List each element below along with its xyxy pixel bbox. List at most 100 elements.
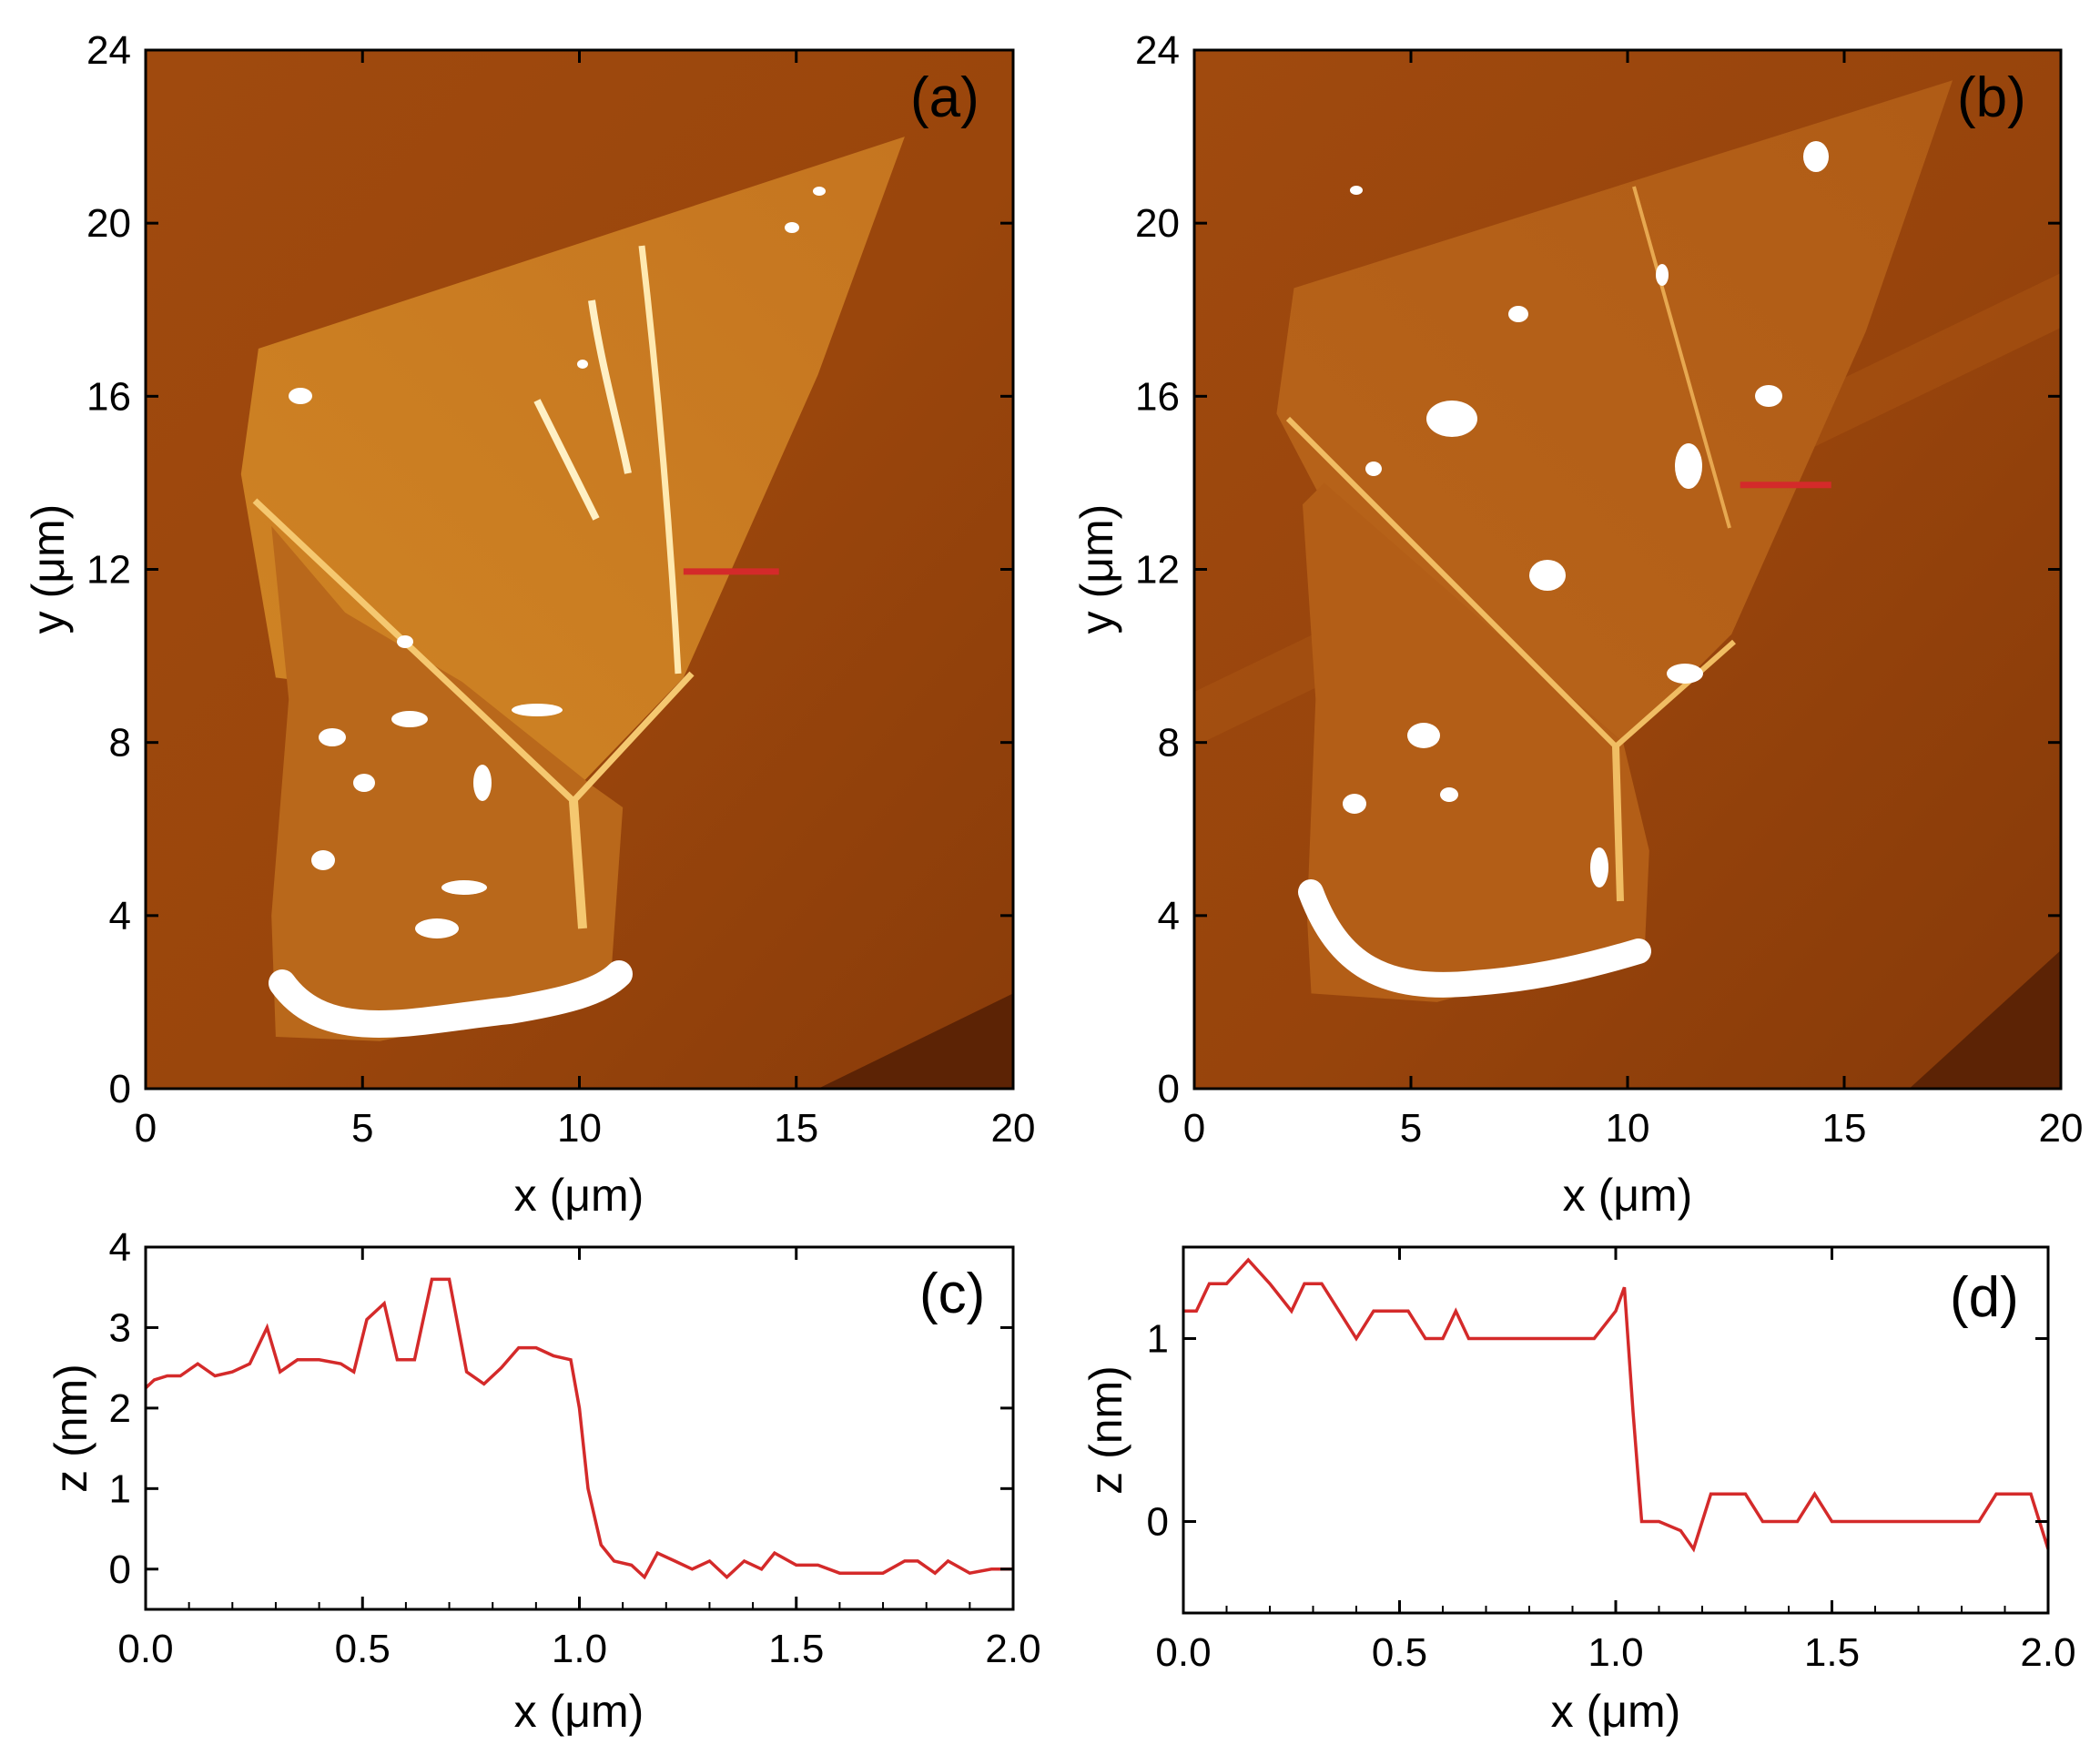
ytick-label-b: 12: [1135, 548, 1180, 593]
afm-map-b: 0 5 10 15 20 0 4 8 12 16 20 24 (b) x (μm) y (μm): [1071, 28, 2083, 1221]
xtick-label-a: 20: [991, 1106, 1036, 1151]
ytick-label-c: 3: [109, 1305, 131, 1350]
ytick-label-d: 0: [1147, 1500, 1169, 1545]
bright-island-a-7: [512, 704, 563, 716]
ytick-label-a: 12: [86, 548, 131, 593]
bright-island-a-6: [391, 711, 428, 727]
xtick-label-c: 0.0: [117, 1627, 173, 1671]
lower-flake-a: [271, 526, 624, 1041]
xlabel-a: x (μm): [514, 1170, 644, 1221]
bright-edge-streak-b: [1298, 879, 1651, 998]
dark-corner-a: [817, 993, 1013, 1089]
ytick-label-b: 0: [1158, 1067, 1180, 1111]
ytick-label-b: 16: [1135, 374, 1180, 419]
panel-label-b: (b): [1957, 66, 2026, 129]
ytick-label-c: 4: [109, 1225, 131, 1270]
ytick-label-b: 20: [1135, 201, 1180, 246]
ytick-label-a: 16: [86, 374, 131, 419]
bright-line-b: [1632, 186, 1731, 529]
panel-label-a: (a): [910, 66, 979, 129]
xlabel-b: x (μm): [1563, 1170, 1693, 1221]
bright-island-a-9: [473, 765, 492, 801]
bright-island-b-12: [1365, 462, 1382, 476]
bright-island-b-1: [1426, 401, 1477, 437]
bright-island-a-1: [289, 388, 312, 404]
bright-island-b-6: [1755, 385, 1782, 407]
ytick-label-a: 0: [109, 1067, 131, 1111]
bright-island-b-4: [1343, 794, 1366, 814]
dark-corner-b: [1909, 949, 2061, 1089]
ytick-label-c: 1: [109, 1466, 131, 1511]
bright-island-b-13: [1656, 264, 1669, 286]
ytick-label-a: 20: [86, 201, 131, 246]
ytick-label-b: 24: [1135, 28, 1180, 73]
xtick-label-b: 10: [1606, 1106, 1650, 1151]
height-profile-c: 0.0 0.5 1.0 1.5 2.0 0 1 2 3 4 (c) x (μm) z (nm): [46, 1225, 1041, 1737]
bright-island-b-10: [1590, 847, 1608, 888]
bright-streak-a-2: [588, 299, 632, 474]
ylabel-b: y (μm): [1071, 504, 1122, 634]
bright-island-a-4: [415, 918, 459, 938]
ytick-label-b: 4: [1158, 894, 1180, 938]
xtick-label-a: 0: [135, 1106, 157, 1151]
xtick-label-c: 1.5: [768, 1627, 824, 1671]
ytick-label-c: 2: [109, 1386, 131, 1431]
upper-flake-a: [240, 137, 905, 786]
xtick-label-d: 0.5: [1372, 1630, 1427, 1675]
ylabel-a: y (μm): [23, 504, 74, 634]
bright-streak-a-3: [533, 399, 600, 521]
axes-a: 0 5 10 15 20 0 4 8 12 16 20 24: [86, 28, 1035, 1151]
height-profile-d: 0.0 0.5 1.0 1.5 2.0 0 1 (d) x (μm) z (nm): [1080, 1245, 2076, 1737]
xtick-label-d: 1.5: [1804, 1630, 1860, 1675]
xlabel-d: x (μm): [1551, 1686, 1681, 1737]
bright-fold-a-2: [569, 800, 587, 929]
xtick-label-d: 0.0: [1155, 1630, 1211, 1675]
ytick-label-c: 0: [109, 1547, 131, 1592]
ytick-label-a: 8: [109, 721, 131, 766]
xtick-label-d: 2.0: [2020, 1630, 2075, 1675]
bright-island-b-11: [1350, 186, 1363, 195]
axes-d: 0.0 0.5 1.0 1.5 2.0 0 1: [1147, 1247, 2076, 1675]
bright-streak-a-1: [638, 245, 682, 675]
ytick-label-a: 24: [86, 28, 131, 73]
xtick-label-a: 15: [774, 1106, 818, 1151]
xtick-label-a: 10: [557, 1106, 602, 1151]
lower-flake-b: [1303, 482, 1649, 1002]
xlabel-c: x (μm): [514, 1686, 644, 1737]
xtick-label-c: 0.5: [335, 1627, 391, 1671]
profile-curve-c: [144, 1277, 1013, 1580]
xtick-label-b: 20: [2039, 1106, 2084, 1151]
ytick-label-a: 4: [109, 894, 131, 938]
bright-fold-b-2: [1612, 746, 1624, 902]
axes-b: 0 5 10 15 20 0 4 8 12 16 20 24: [1135, 28, 2083, 1151]
bright-island-a-5: [441, 880, 487, 895]
bright-island-b-5: [1675, 443, 1702, 489]
bright-island-a-12: [813, 187, 826, 196]
bright-island-a-2: [319, 728, 346, 746]
plot-area-c: [146, 1247, 1013, 1609]
bright-island-b-7: [1803, 141, 1829, 172]
xtick-label-b: 5: [1400, 1106, 1422, 1151]
bright-edge-streak-a: [269, 960, 633, 1038]
bright-island-b-8: [1508, 306, 1528, 322]
bright-island-a-11: [785, 222, 799, 233]
bright-island-a-8: [353, 774, 375, 792]
ylabel-d: z (nm): [1080, 1365, 1131, 1495]
afm-map-a: 0 5 10 15 20 0 4 8 12 16 20 24 (a) x (μm) y (μm): [23, 28, 1035, 1221]
xtick-label-a: 5: [351, 1106, 373, 1151]
xtick-label-c: 1.0: [552, 1627, 607, 1671]
axes-c: 0.0 0.5 1.0 1.5 2.0 0 1 2 3 4: [109, 1225, 1041, 1671]
bright-island-b-3: [1407, 723, 1440, 748]
plot-area-d: [1183, 1247, 2048, 1613]
bright-island-a-3: [311, 850, 335, 870]
xtick-label-b: 0: [1183, 1106, 1205, 1151]
ytick-label-d: 1: [1147, 1317, 1169, 1362]
panel-label-d: (d): [1950, 1266, 2019, 1329]
xtick-label-b: 15: [1822, 1106, 1867, 1151]
bright-island-a-13: [577, 360, 588, 369]
ytick-label-b: 8: [1158, 721, 1180, 766]
panel-label-c: (c): [919, 1263, 985, 1325]
bright-island-b-9: [1667, 664, 1703, 684]
profile-curve-d: [1183, 1257, 2050, 1553]
